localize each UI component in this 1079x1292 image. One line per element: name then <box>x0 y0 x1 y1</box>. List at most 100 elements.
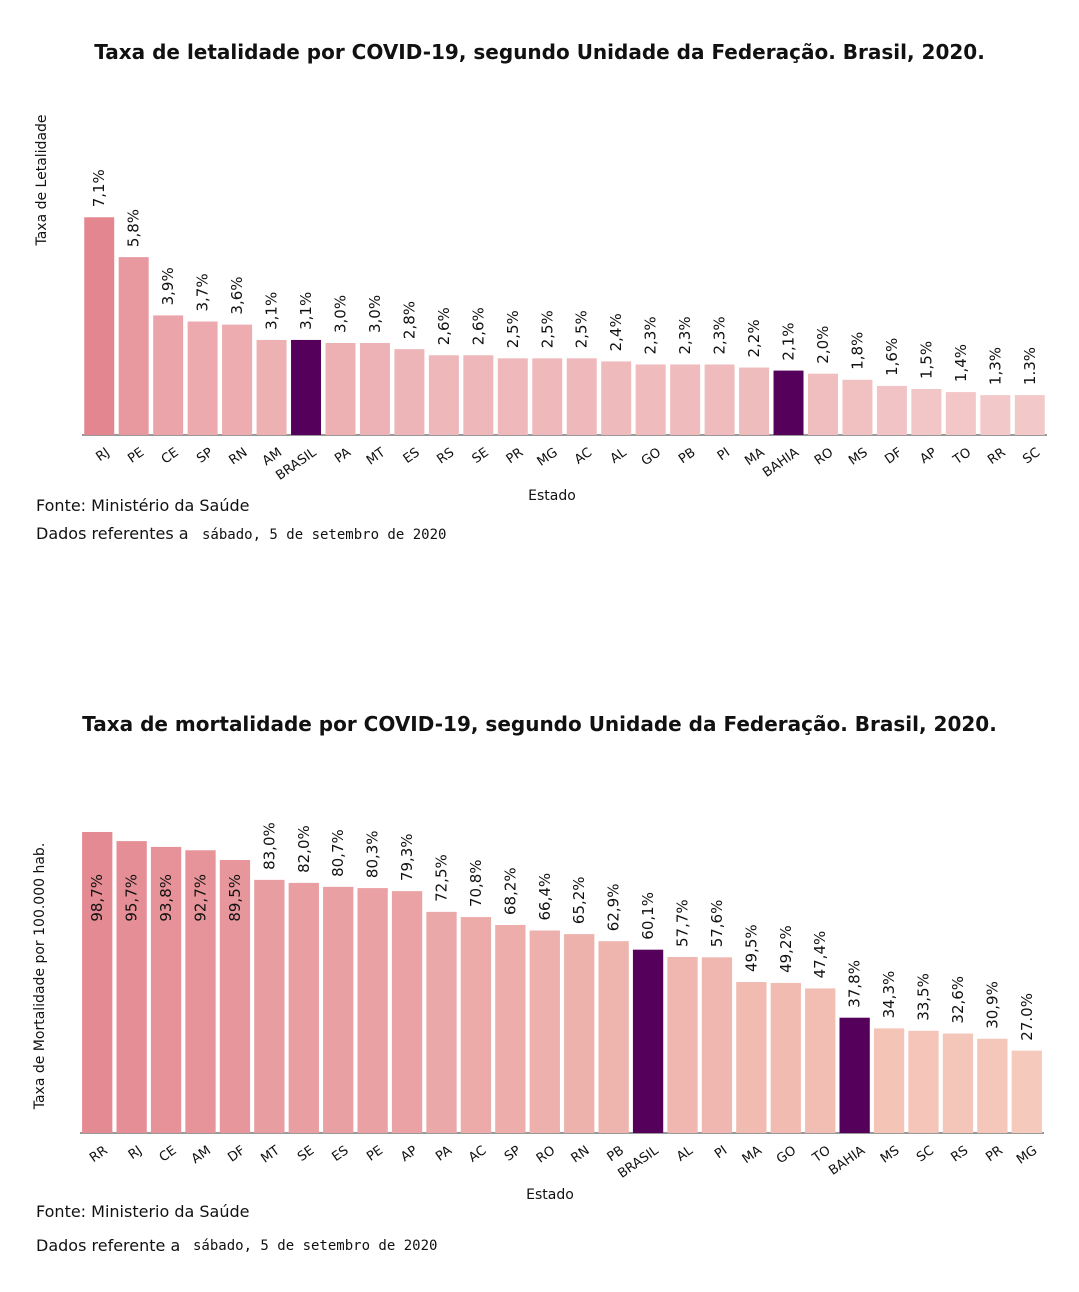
tick-label-ms: MS <box>878 1143 903 1166</box>
tick-label-sc: SC <box>914 1143 937 1165</box>
tick-label-pr: PR <box>504 445 526 467</box>
tick-label-rr: RR <box>985 445 1008 468</box>
tick-label-df: DF <box>882 445 905 467</box>
value-label-pa: 72,5% <box>433 854 451 902</box>
bar-rs <box>428 355 459 435</box>
tick-label-pa: PA <box>433 1143 455 1164</box>
tick-label-rr: RR <box>87 1143 110 1166</box>
chart1-date-prefix: Dados referentes a <box>36 524 189 543</box>
value-label-pe: 80,3% <box>364 830 382 878</box>
tick-label-rs: RS <box>948 1143 971 1165</box>
value-label-rj: 95,7% <box>123 874 141 922</box>
value-label-pb: 62,9% <box>605 884 623 932</box>
value-label-rj: 7,1% <box>90 169 108 207</box>
bar-pa <box>325 343 356 435</box>
tick-label-brasil: BRASIL <box>615 1143 662 1182</box>
bar-sp <box>495 924 526 1133</box>
bar-rj <box>84 217 115 435</box>
mortality-bar-chart: Taxa de Mortalidade por 100.000 hab. 98,7… <box>32 822 1044 1203</box>
bar-mg <box>1011 1050 1042 1133</box>
tick-label-rn: RN <box>569 1143 593 1166</box>
bar-pi <box>704 364 735 435</box>
value-label-bahia: 37,8% <box>846 960 864 1008</box>
value-label-al: 57,7% <box>674 899 692 947</box>
tick-label-sp: SP <box>502 1143 524 1165</box>
tick-label-pi: PI <box>715 445 733 464</box>
value-label-pr: 30,9% <box>983 981 1001 1029</box>
chart1-source: Fonte: Ministério da Saúde <box>36 496 250 515</box>
value-label-sp: 68,2% <box>501 867 519 915</box>
tick-label-rn: RN <box>226 445 250 468</box>
value-label-pe: 5,8% <box>125 209 143 247</box>
bar-rj <box>116 841 147 1133</box>
x-axis-label: Estado <box>526 1187 574 1203</box>
value-label-go: 2,3% <box>642 316 660 354</box>
tick-label-pi: PI <box>712 1143 730 1162</box>
bar-es <box>394 349 425 435</box>
tick-label-es: ES <box>329 1143 351 1165</box>
value-label-ro: 66,4% <box>536 873 554 921</box>
bar-mg <box>532 358 563 435</box>
tick-label-mt: MT <box>258 1143 282 1166</box>
value-label-am: 3,1% <box>263 292 281 330</box>
value-label-pa: 3,0% <box>332 295 350 333</box>
value-label-ac: 70,8% <box>467 859 485 907</box>
tick-label-al: AL <box>674 1143 696 1165</box>
bar-go <box>770 982 801 1133</box>
bar-brasil <box>632 949 664 1133</box>
value-label-ac: 2,5% <box>573 310 591 348</box>
bar-se <box>463 355 494 435</box>
value-label-brasil: 60,1% <box>639 892 657 940</box>
value-label-mt: 83,0% <box>260 822 278 870</box>
tick-label-ro: RO <box>534 1143 558 1166</box>
value-label-rr: 98,7% <box>88 874 106 922</box>
value-label-rr: 1,3% <box>986 347 1004 385</box>
bar-pb <box>670 364 701 435</box>
value-label-sp: 3,7% <box>194 273 212 311</box>
bar-sc <box>1014 395 1045 435</box>
value-label-ap: 1,5% <box>917 341 935 379</box>
value-label-se: 2,6% <box>469 307 487 345</box>
value-label-ap: 79,3% <box>398 833 416 881</box>
bar-ro <box>529 930 560 1133</box>
bar-mt <box>359 343 390 435</box>
chart2-title: Taxa de mortalidade por COVID-19, segund… <box>82 712 997 736</box>
bar-pe <box>357 888 388 1133</box>
tick-label-ro: RO <box>812 445 836 468</box>
chart1-date: sábado, 5 de setembro de 2020 <box>202 527 447 543</box>
value-label-ms: 1,8% <box>848 332 866 370</box>
value-label-se: 82,0% <box>295 825 313 873</box>
bar-ms <box>842 379 873 435</box>
tick-label-pe: PE <box>125 445 147 467</box>
bar-rs <box>942 1033 974 1133</box>
tick-label-ap: AP <box>398 1143 420 1165</box>
bar-pr <box>497 358 528 435</box>
chart2-source: Fonte: Ministerio da Saúde <box>36 1202 250 1221</box>
tick-label-pb: PB <box>605 1143 627 1165</box>
bar-ma <box>739 367 770 435</box>
bar-ap <box>911 389 942 435</box>
value-label-sc: 33,5% <box>915 973 933 1021</box>
y-axis-label: Taxa de Mortalidade por 100.000 hab. <box>32 843 48 1111</box>
tick-label-ms: MS <box>846 445 871 468</box>
tick-label-bahia: BAHIA <box>826 1143 868 1178</box>
bar-ma <box>736 982 767 1133</box>
tick-label-bahia: BAHIA <box>760 445 802 480</box>
value-label-rn: 65,2% <box>570 876 588 924</box>
tick-label-pb: PB <box>676 445 698 467</box>
value-label-ro: 2,0% <box>814 326 832 364</box>
tick-label-to: TO <box>950 445 974 468</box>
tick-label-sc: SC <box>1020 445 1043 467</box>
value-label-ms: 34,3% <box>880 971 898 1019</box>
tick-label-mt: MT <box>364 445 388 468</box>
tick-label-es: ES <box>401 445 423 467</box>
bar-brasil <box>291 339 322 435</box>
tick-label-se: SE <box>470 445 492 467</box>
value-label-al: 2,4% <box>607 313 625 351</box>
bar-ap <box>391 891 423 1133</box>
value-label-to: 1,4% <box>952 344 970 382</box>
tick-label-ac: AC <box>572 445 595 467</box>
value-label-brasil: 3,1% <box>297 292 315 330</box>
bar-bahia <box>773 370 804 435</box>
value-label-es: 2,8% <box>400 301 418 339</box>
